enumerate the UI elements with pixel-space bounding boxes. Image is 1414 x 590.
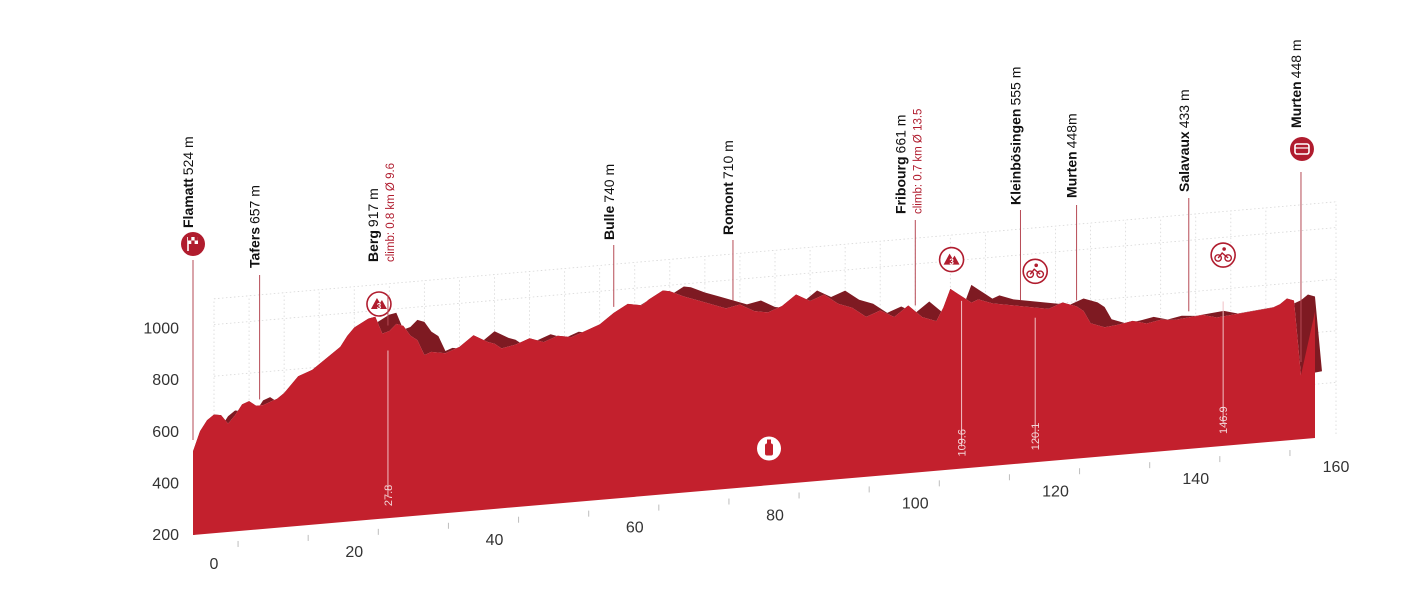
- bike-frame: [1217, 252, 1229, 259]
- kom-3-icon: 3: [938, 246, 965, 273]
- waypoint-name: Murten: [1064, 151, 1080, 198]
- sprint-icon: [1022, 258, 1049, 285]
- finish-arch: [1294, 143, 1310, 155]
- waypoint-label: Fribourg 661 m: [892, 115, 908, 214]
- bottle-body: [765, 443, 773, 456]
- waypoint-altitude: 710 m: [720, 140, 736, 179]
- waypoint-label: Romont 710 m: [720, 140, 736, 235]
- waypoint-altitude: 433 m: [1176, 89, 1192, 128]
- bike-wheel: [1214, 254, 1223, 262]
- waypoint-name: Romont: [720, 182, 736, 235]
- waypoint-label: Salavaux 433 m: [1176, 89, 1192, 192]
- axes: 200 400 600 800 1000 0 20 40 60 80 100 120 140 160: [143, 321, 1349, 573]
- kom-category: 3: [949, 258, 954, 267]
- waypoint-climb-info: climb: 0.8 km Ø 9.6: [385, 163, 397, 262]
- mountain-shape: [370, 298, 387, 310]
- bike-wheel: [1224, 254, 1233, 262]
- flag-check: [191, 240, 195, 244]
- waypoint-altitude: 524 m: [180, 136, 196, 175]
- sprint-icon-bg: [1022, 258, 1049, 285]
- kom-3-icon: 3: [366, 291, 392, 317]
- x-tick-label: 60: [626, 520, 644, 537]
- bike-frame: [1029, 268, 1041, 275]
- x-tick-label: 120: [1042, 483, 1069, 500]
- profile-front-face: [193, 288, 1315, 535]
- mountain-shape: [943, 253, 960, 265]
- y-tick-label: 600: [152, 424, 179, 441]
- waypoint-label: Murten 448m: [1064, 113, 1080, 198]
- waypoint-name: Fribourg: [892, 156, 908, 214]
- waypoint-altitude: 661 m: [892, 115, 908, 154]
- waypoint-name: Berg: [365, 230, 381, 262]
- waypoint-altitude: 448 m: [1288, 39, 1304, 78]
- x-tick-label: 40: [486, 532, 504, 549]
- x-tick-label: 0: [210, 556, 219, 573]
- waypoint-label: Tafers 657 m: [247, 185, 263, 268]
- bike-wheel: [1036, 270, 1045, 279]
- bottle-icon: [757, 436, 781, 461]
- km-marker-label: 146.9: [1218, 406, 1230, 434]
- bike-wheel: [1026, 270, 1035, 279]
- y-tick-label: 400: [152, 475, 179, 492]
- waypoint-name: Kleinbösingen: [1007, 109, 1023, 205]
- waypoint-altitude: 657 m: [247, 185, 263, 224]
- x-tick-label: 100: [902, 495, 929, 512]
- flag-check: [194, 237, 198, 241]
- x-tick-label: 140: [1182, 471, 1209, 488]
- waypoint-label: Berg 917 m: [365, 188, 381, 262]
- finish-icon: [1289, 137, 1314, 161]
- profile: [193, 284, 1322, 535]
- km-marker-label: 120.1: [1030, 423, 1042, 451]
- flag-check: [188, 237, 192, 241]
- finish-icon-bg: [1289, 137, 1314, 161]
- waypoint-name: Salavaux: [1176, 131, 1192, 192]
- km-marker-label: 109.6: [957, 429, 969, 457]
- kom-category: 3: [377, 302, 382, 311]
- start-flag-icon: [181, 232, 205, 256]
- y-tick-label: 200: [152, 527, 179, 544]
- waypoints: Flamatt 524 m Tafers 657 m Berg 917 m climb: 0…: [180, 39, 1314, 440]
- sprint-icon-bg: [1210, 242, 1236, 268]
- x-tick-label: 20: [345, 544, 363, 561]
- waypoint-climb-info: climb: 0.7 km Ø 13.5: [912, 109, 924, 214]
- waypoint-name: Murten: [1288, 81, 1304, 128]
- waypoint-altitude: 555 m: [1007, 67, 1023, 106]
- waypoint-altitude: 740 m: [601, 164, 617, 203]
- x-tick-label: 80: [766, 508, 784, 525]
- rider-head: [1034, 263, 1039, 268]
- waypoint-name: Flamatt: [180, 178, 196, 228]
- grid-line-top: [213, 201, 1337, 300]
- waypoint-name: Tafers: [247, 227, 263, 268]
- y-tick-label: 800: [152, 372, 179, 389]
- waypoint-altitude: 917 m: [365, 188, 381, 227]
- km-marker-label: 27.8: [383, 485, 395, 506]
- rider-head: [1222, 247, 1226, 251]
- waypoint-label: Flamatt 524 m: [180, 136, 196, 228]
- km-markers: 27.8 109.6 120.1 146.9 3 3: [366, 242, 1236, 506]
- sprint-icon: [1210, 242, 1236, 268]
- waypoint-name: Bulle: [601, 206, 617, 240]
- y-tick-label: 1000: [143, 321, 179, 338]
- waypoint-altitude: 448m: [1064, 113, 1080, 148]
- waypoint-label: Bulle 740 m: [601, 164, 617, 240]
- x-tick-label: 160: [1323, 459, 1350, 476]
- waypoint-label: Kleinbösingen 555 m: [1007, 67, 1023, 205]
- bottle-cap: [767, 439, 771, 444]
- waypoint-label: Murten 448 m: [1288, 39, 1304, 128]
